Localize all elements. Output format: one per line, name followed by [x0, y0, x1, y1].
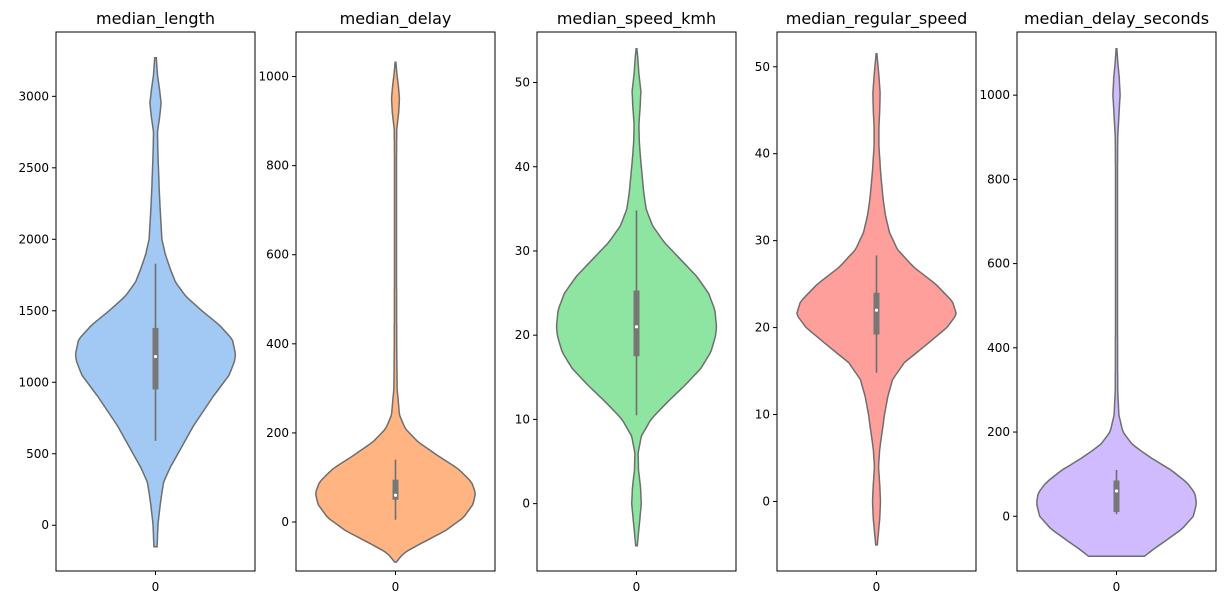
violin-body: [1036, 48, 1197, 558]
y-tick-label: 200: [987, 425, 1010, 439]
y-tick-label: 2000: [18, 232, 49, 246]
iqr-box: [392, 479, 399, 500]
x-tick-label: 0: [633, 580, 641, 594]
y-tick-label: 800: [987, 172, 1010, 186]
y-tick-label: 600: [266, 248, 289, 262]
y-tick-label: 500: [26, 447, 49, 461]
x-tick-label: 0: [1113, 580, 1121, 594]
y-tick-label: 50: [515, 76, 530, 90]
panel-title: median_length: [96, 9, 215, 29]
y-tick-label: 3000: [18, 89, 49, 103]
violin-panel-3: 0 10 20 30 40 50 0 median_speed_kmh: [515, 9, 737, 594]
panel-title: median_delay_seconds: [1024, 9, 1209, 29]
y-tick-label: 400: [987, 341, 1010, 355]
violin-panel-4: 0 10 20 30 40 50 0 median_regular_speed: [755, 9, 977, 594]
iqr-box: [873, 292, 880, 335]
x-tick-label: 0: [873, 580, 881, 594]
iqr-box: [633, 290, 640, 357]
y-tick-label: 800: [266, 159, 289, 173]
x-tick-label: 0: [392, 580, 400, 594]
y-tick-label: 20: [755, 321, 770, 335]
violin-panel-2: 0 200 400 600 800 1000 0 median_delay: [258, 9, 496, 594]
y-tick-label: 40: [515, 160, 530, 174]
violin-panel-1: 0 500 1000 1500 2000 2500 3000 0 median_length: [18, 9, 256, 594]
median-marker: [1114, 489, 1119, 493]
y-tick-label: 600: [987, 257, 1010, 271]
y-tick-label: 10: [515, 412, 530, 426]
y-tick-label: 40: [755, 147, 770, 161]
y-tick-label: 2500: [18, 161, 49, 175]
y-tick-label: 0: [522, 497, 530, 511]
y-tick-label: 400: [266, 337, 289, 351]
violin-body: [315, 61, 476, 563]
violin-panel-5: 0 200 400 600 800 1000 0 median_delay_seconds: [979, 9, 1217, 594]
panel-title: median_speed_kmh: [557, 9, 716, 29]
median-marker: [393, 493, 398, 497]
y-tick-label: 10: [755, 408, 770, 422]
iqr-box: [152, 327, 159, 390]
x-tick-label: 0: [152, 580, 160, 594]
y-tick-label: 0: [281, 515, 289, 529]
y-tick-label: 1000: [258, 70, 289, 84]
median-marker: [874, 308, 879, 312]
median-marker: [153, 354, 158, 359]
y-tick-label: 200: [266, 426, 289, 440]
iqr-box: [1113, 480, 1120, 513]
y-tick-label: 1000: [979, 88, 1010, 102]
y-tick-label: 50: [755, 60, 770, 74]
median-marker: [634, 325, 639, 329]
y-tick-label: 0: [762, 494, 770, 508]
y-tick-label: 20: [515, 328, 530, 342]
panel-title: median_delay: [340, 9, 452, 29]
y-tick-label: 1500: [18, 304, 49, 318]
panel-title: median_regular_speed: [786, 9, 968, 29]
y-tick-label: 1000: [18, 375, 49, 389]
y-tick-label: 0: [41, 518, 49, 532]
y-tick-label: 30: [755, 234, 770, 248]
y-tick-label: 0: [1002, 509, 1010, 523]
y-tick-label: 30: [515, 244, 530, 258]
